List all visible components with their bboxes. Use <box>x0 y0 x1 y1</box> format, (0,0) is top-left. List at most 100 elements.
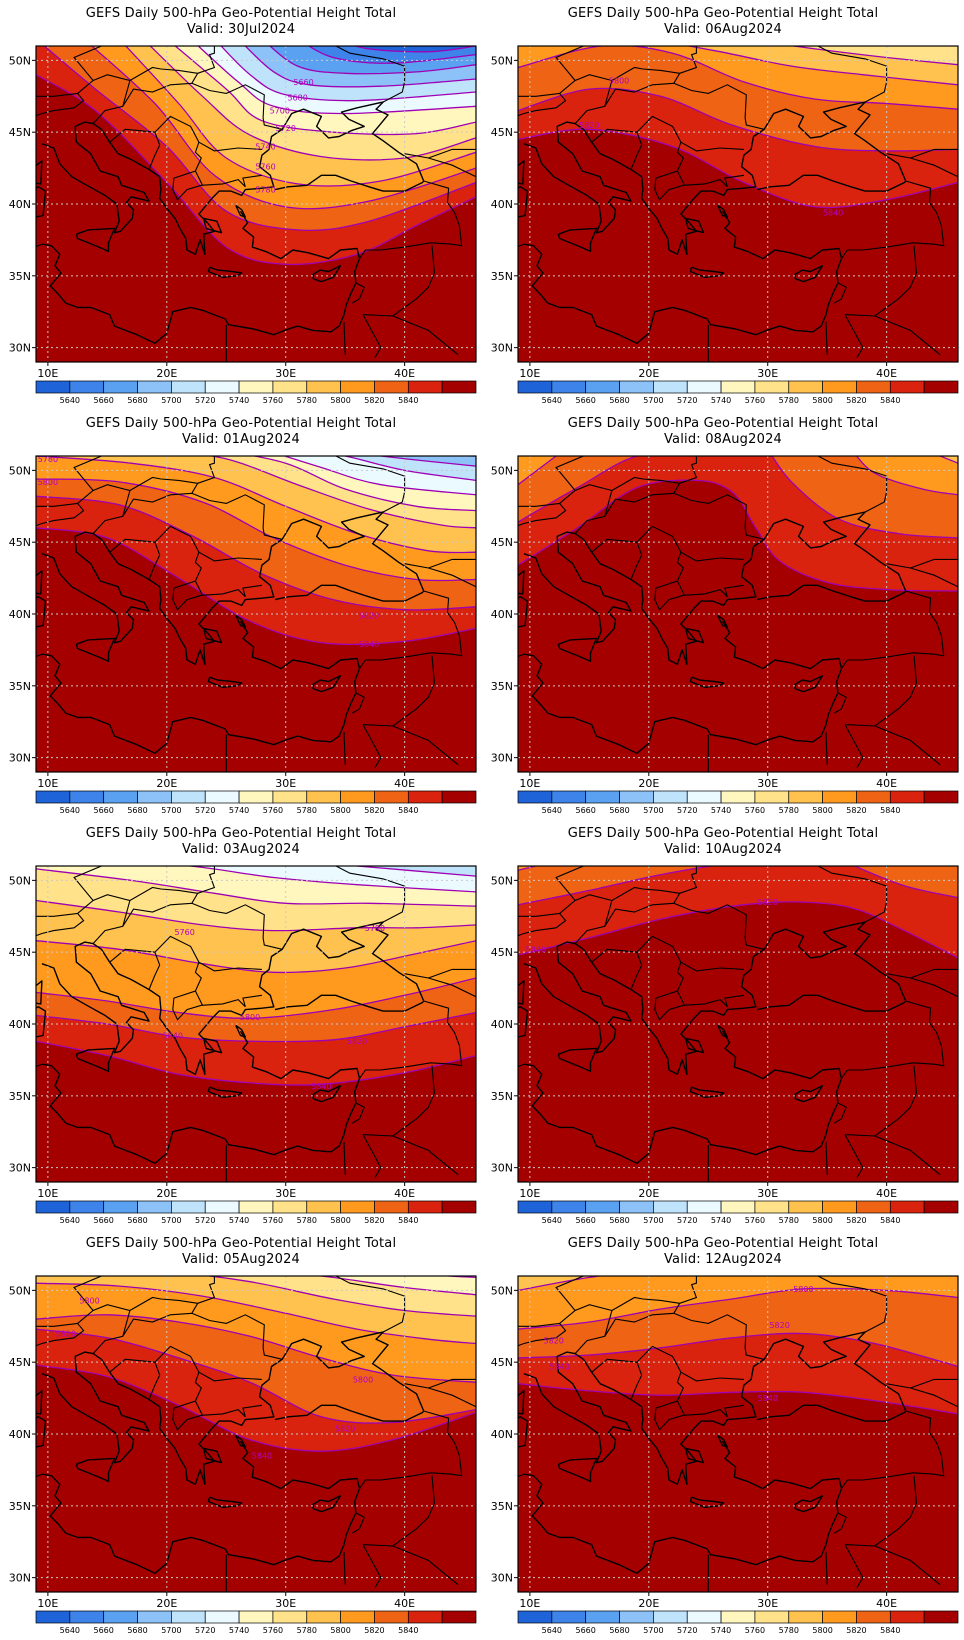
plot-area: 5660 5680 5700 5720 5740 5760 5780 <box>36 46 476 362</box>
lon-tick-label: 40E <box>876 1187 897 1200</box>
colorbar-label: 5700 <box>161 1216 181 1225</box>
colorbar-label: 5720 <box>677 1216 697 1225</box>
coastline <box>689 266 725 278</box>
colorbar-swatch <box>340 1610 375 1624</box>
colorbar-swatch <box>441 790 477 804</box>
contour-label: 5840 <box>252 1452 272 1461</box>
contour-label: 5800 <box>609 76 629 85</box>
country-border <box>242 994 262 1007</box>
colorbar-label: 5820 <box>846 396 866 405</box>
colorbar-label: 5660 <box>94 806 114 815</box>
colorbar-label: 5720 <box>677 1626 697 1635</box>
coastline <box>523 121 632 234</box>
contour-label: 5700 <box>270 107 290 116</box>
country-border <box>343 1551 346 1585</box>
country-border <box>680 1371 744 1382</box>
colorbar-swatch <box>619 380 654 394</box>
country-border <box>392 725 459 766</box>
colorbar-label: 5640 <box>542 1626 562 1635</box>
colorbar-swatch <box>441 1610 477 1624</box>
country-border <box>874 725 941 766</box>
lat-tick-label: 30N <box>491 342 513 355</box>
country-border <box>844 1134 864 1178</box>
panel-title: GEFS Daily 500-hPa Geo-Potential Height … <box>85 1236 397 1251</box>
colorbar-label: 5780 <box>297 1626 317 1635</box>
map-svg: 5800 5820 5820 5840 5840 50N 45N 40N 35N 30N 10E 20… <box>491 1275 959 1635</box>
coastline <box>717 1434 728 1448</box>
panel-valid-date: Valid: 05Aug2024 <box>181 1252 301 1267</box>
country-border <box>559 1304 613 1324</box>
country-border <box>825 1141 828 1175</box>
lat-tick-label: 30N <box>9 1572 31 1585</box>
height-band <box>854 866 958 898</box>
coastline <box>75 637 116 663</box>
country-border <box>198 141 262 152</box>
contour-label: 5820 <box>543 1337 563 1346</box>
lon-tick-label: 10E <box>519 1597 540 1610</box>
contour-label: 5820 <box>758 898 778 907</box>
colorbar-label: 5780 <box>297 806 317 815</box>
colorbar-swatch <box>788 1610 823 1624</box>
coastline <box>794 265 824 283</box>
colorbar-label: 5780 <box>779 806 799 815</box>
contour-label: 5800 <box>793 1285 813 1294</box>
contour-line <box>518 866 716 906</box>
lon-tick-label: 10E <box>37 1597 58 1610</box>
panel-valid-date: Valid: 10Aug2024 <box>663 842 783 857</box>
country-border <box>673 82 765 130</box>
colorbar-swatch <box>517 790 553 804</box>
colorbar: 5640 5660 5680 5700 5720 5740 5760 5780 5800 5820… <box>35 1200 477 1225</box>
country-border <box>825 321 828 355</box>
coastline <box>312 1085 342 1103</box>
country-border <box>841 590 945 669</box>
country-border <box>197 456 216 484</box>
height-band <box>518 456 637 523</box>
map-panel-1: GEFS Daily 500-hPa Geo-Potential Height … <box>0 0 482 410</box>
country-border <box>834 1102 847 1124</box>
colorbar: 5640 5660 5680 5700 5720 5740 5760 5780 5800 5820… <box>35 1610 477 1635</box>
colorbar-swatch <box>822 790 857 804</box>
country-border <box>404 153 476 178</box>
contour-label: 5840 <box>526 945 546 954</box>
country-border <box>36 1322 85 1347</box>
colorbar-label: 5680 <box>127 1216 147 1225</box>
colorbar-label: 5660 <box>94 1216 114 1225</box>
contour-line <box>183 866 476 893</box>
colorbar-swatch <box>441 1200 477 1214</box>
contour-line <box>36 940 476 974</box>
country-border <box>197 46 216 74</box>
colorbar-swatch <box>374 380 409 394</box>
colorbar-swatch <box>407 1200 443 1214</box>
colorbar-swatch <box>137 1200 172 1214</box>
colorbar-label: 5820 <box>364 1626 384 1635</box>
colorbar-swatch <box>306 1610 341 1624</box>
colorbar-swatch <box>137 1610 172 1624</box>
colorbar-swatch <box>923 790 959 804</box>
country-border <box>92 1296 199 1354</box>
colorbar-swatch <box>306 790 341 804</box>
panel-title: GEFS Daily 500-hPa Geo-Potential Height … <box>567 6 879 21</box>
country-border <box>825 731 828 765</box>
colorbar-swatch <box>35 1610 71 1624</box>
lon-tick-label: 20E <box>638 777 659 790</box>
colorbar-label: 5660 <box>576 806 596 815</box>
panel-title: GEFS Daily 500-hPa Geo-Potential Height … <box>85 826 397 841</box>
colorbar-swatch <box>137 790 172 804</box>
colorbar-label: 5720 <box>677 396 697 405</box>
country-border <box>392 1135 459 1176</box>
colorbar-swatch <box>272 1610 308 1624</box>
colorbar-swatch <box>171 380 206 394</box>
lon-tick-label: 40E <box>876 777 897 790</box>
country-border <box>574 476 681 534</box>
contour-line <box>789 46 958 66</box>
plot-area: 5780 5800 5820 5840 <box>36 456 476 772</box>
country-border <box>73 46 103 81</box>
colorbar-label: 5800 <box>812 806 832 815</box>
colorbar-label: 5700 <box>161 1626 181 1635</box>
colorbar-swatch <box>340 1200 375 1214</box>
contour-line <box>518 1332 958 1368</box>
country-border <box>636 935 728 1021</box>
lon-tick-label: 10E <box>519 777 540 790</box>
